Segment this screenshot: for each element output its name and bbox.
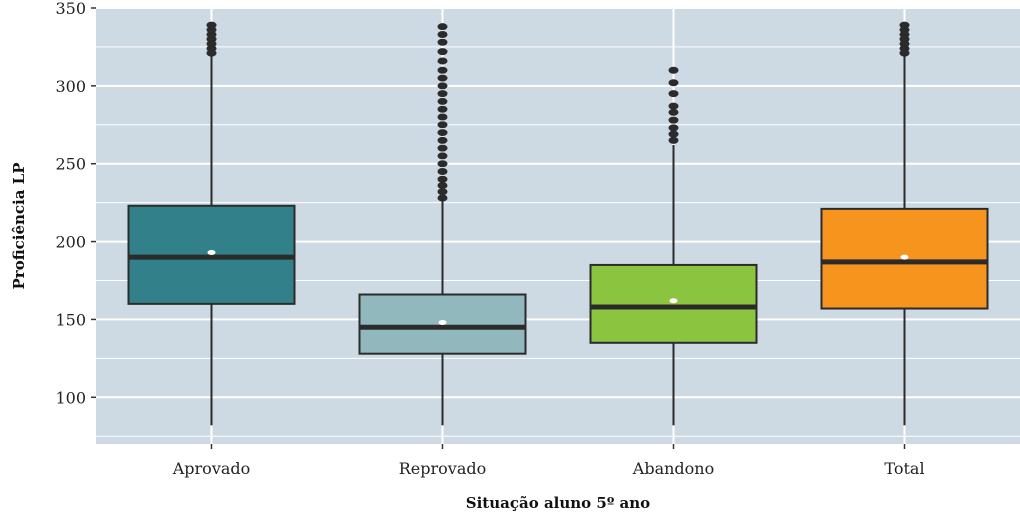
outlier-point	[437, 105, 448, 113]
outlier-point	[437, 168, 448, 175]
x-axis-title: Situação aluno 5º ano	[466, 494, 650, 512]
y-tick-label: 200	[55, 233, 86, 252]
boxes-layer	[127, 21, 989, 426]
mean-point	[207, 249, 216, 255]
y-axis: 100 150 200 250 300 350	[55, 0, 96, 407]
outlier-point	[437, 48, 448, 56]
outlier-point	[437, 144, 448, 152]
outlier-point	[668, 66, 679, 74]
outlier-point	[668, 116, 679, 124]
y-tick-label: 350	[55, 0, 86, 18]
y-tick-label: 100	[55, 388, 86, 407]
outlier-point	[668, 102, 679, 110]
outlier-point	[437, 113, 448, 121]
outlier-point	[437, 82, 448, 90]
y-tick-label: 300	[55, 77, 86, 96]
outlier-point	[668, 124, 679, 132]
outlier-point	[437, 194, 448, 202]
mean-point	[438, 320, 447, 326]
outlier-point	[437, 57, 448, 65]
x-tick-label: Abandono	[632, 459, 714, 478]
mean-point	[669, 298, 678, 304]
x-axis: Aprovado Reprovado Abandono Total	[172, 444, 925, 478]
outlier-point	[668, 130, 679, 138]
box-iqr	[589, 263, 758, 344]
outlier-point	[437, 160, 448, 168]
outlier-point	[437, 38, 448, 46]
box-abandono	[589, 66, 758, 426]
outlier-point	[206, 21, 217, 29]
box-total	[820, 21, 989, 426]
mean-point	[900, 254, 909, 260]
outlier-point	[437, 74, 448, 82]
y-tick-label: 250	[55, 155, 86, 174]
x-tick-label: Reprovado	[399, 459, 487, 478]
box-aprovado	[127, 21, 296, 426]
outlier-point	[437, 97, 448, 105]
x-tick-label: Total	[884, 459, 924, 478]
outlier-point	[437, 152, 448, 160]
outlier-point	[668, 108, 679, 116]
outlier-point	[437, 66, 448, 74]
outlier-point	[437, 136, 448, 144]
y-tick-label: 150	[55, 310, 86, 329]
outlier-point	[437, 188, 448, 196]
box-reprovado	[358, 23, 527, 426]
outlier-point	[668, 90, 679, 98]
outlier-point	[437, 90, 448, 98]
outlier-point	[437, 121, 448, 129]
outlier-point	[437, 182, 448, 190]
y-axis-title: Proficiência LP	[10, 163, 28, 290]
outlier-point	[437, 23, 448, 31]
outlier-point	[668, 79, 679, 87]
outlier-point	[668, 136, 679, 144]
outlier-point	[899, 21, 910, 29]
outlier-point	[437, 30, 448, 38]
outlier-point	[437, 175, 448, 183]
x-tick-label: Aprovado	[172, 459, 251, 478]
outlier-point	[437, 129, 448, 137]
